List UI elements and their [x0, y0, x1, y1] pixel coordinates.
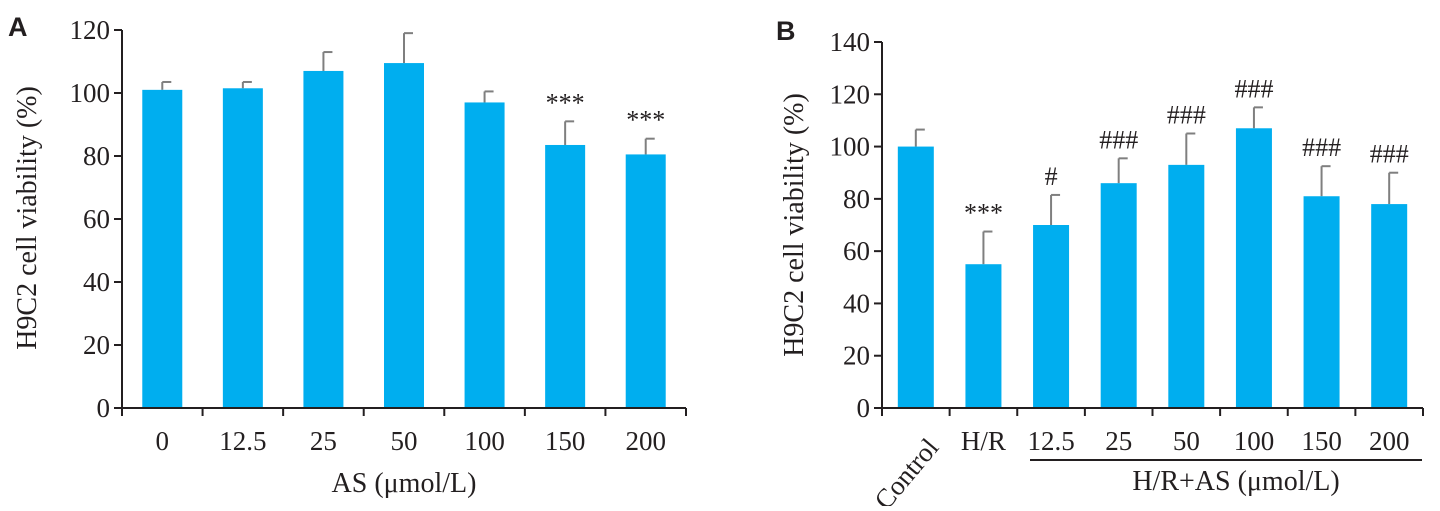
panel-a-bar	[384, 63, 424, 408]
panel-a-bar	[464, 102, 505, 408]
panel-a-chart: A H9C2 cell viability (%) AS (μmol/L) **…	[8, 12, 687, 499]
panel-a-x-tick-label: 0	[156, 426, 170, 456]
panel-b-significance-label: ###	[1302, 133, 1341, 162]
panel-a-bar	[142, 89, 183, 408]
panel-b-x-tick-label: 100	[1234, 426, 1275, 456]
panel-b-y-tick-label: 140	[830, 27, 871, 57]
panel-a-x-tick-label: 150	[545, 426, 586, 456]
panel-a-y-tick-label: 0	[97, 393, 111, 423]
panel-b-y-axis-title: H9C2 cell viability (%)	[779, 93, 810, 357]
panel-a-x-tick-label: 50	[391, 426, 418, 456]
panel-b-y-tick-label: 40	[843, 288, 870, 318]
panel-b-bar	[1100, 183, 1137, 408]
panel-b-x-tick-label: H/R	[961, 426, 1006, 456]
panel-a-y-tick-label: 120	[70, 15, 111, 45]
panel-b-bar	[1303, 196, 1340, 408]
panel-a-bar	[545, 144, 586, 408]
panel-a-x-tick-label: 25	[310, 426, 337, 456]
panel-a-significance-label: ***	[626, 106, 665, 135]
panel-b-y-tick-label: 60	[843, 236, 870, 266]
panel-a-y-tick-label: 100	[70, 78, 111, 108]
panel-b-y-tick-label: 80	[843, 184, 870, 214]
panel-a-y-tick-label: 20	[83, 330, 110, 360]
panel-a-y-axis-title: H9C2 cell viability (%)	[12, 86, 43, 350]
panel-b-bar	[897, 146, 934, 409]
panel-b-significance-label: ###	[1234, 74, 1273, 103]
panel-b-x-tick-label: 150	[1301, 426, 1342, 456]
panel-a-x-tick-label: 200	[625, 426, 666, 456]
panel-b-bar	[1168, 164, 1205, 408]
panel-b-significance-label: ###	[1099, 125, 1138, 154]
panel-b-significance-label: #	[1045, 162, 1058, 191]
panel-b-bar	[1235, 128, 1272, 408]
panel-a-significance-label: ***	[546, 88, 585, 117]
panel-a-bar	[222, 88, 263, 409]
panel-b-x-tick-label: 25	[1105, 426, 1132, 456]
panel-b-y-tick-label: 0	[857, 393, 871, 423]
panel-a-y-tick-label: 60	[83, 204, 110, 234]
panel-b-y-tick-label: 120	[830, 79, 871, 109]
panel-b-significance-label: ###	[1167, 101, 1206, 130]
panel-b-y-tick-label: 20	[843, 341, 870, 371]
panel-b-y-tick-label: 100	[830, 132, 871, 162]
panel-b-letter: B	[776, 16, 796, 46]
panel-b-bar	[1033, 225, 1070, 408]
panel-b-x-axis-title: H/R+AS (μmol/L)	[1132, 466, 1339, 497]
panel-a-x-tick-label: 12.5	[219, 426, 266, 456]
panel-b-significance-label: ***	[964, 199, 1003, 228]
panel-b-significance-label: ###	[1370, 140, 1409, 169]
panel-b-bar	[965, 264, 1002, 408]
panel-a-y-tick-label: 40	[83, 267, 110, 297]
panel-b-x-tick-label: 200	[1369, 426, 1410, 456]
panel-a-letter: A	[8, 12, 28, 42]
panel-a-bar	[625, 154, 666, 408]
panel-b-bar	[1371, 204, 1408, 408]
panel-b-x-tick-label: 50	[1173, 426, 1200, 456]
panel-b-x-tick-label: 12.5	[1027, 426, 1074, 456]
panel-b-chart: B H9C2 cell viability (%) H/R+AS (μmol/L…	[776, 16, 1424, 511]
panel-a-y-tick-label: 80	[83, 141, 110, 171]
panel-b-x-tick-label: Control	[868, 433, 944, 506]
panel-a-bar	[303, 70, 344, 408]
panel-a-x-tick-label: 100	[464, 426, 505, 456]
panel-a-x-axis-title: AS (μmol/L)	[332, 468, 477, 499]
